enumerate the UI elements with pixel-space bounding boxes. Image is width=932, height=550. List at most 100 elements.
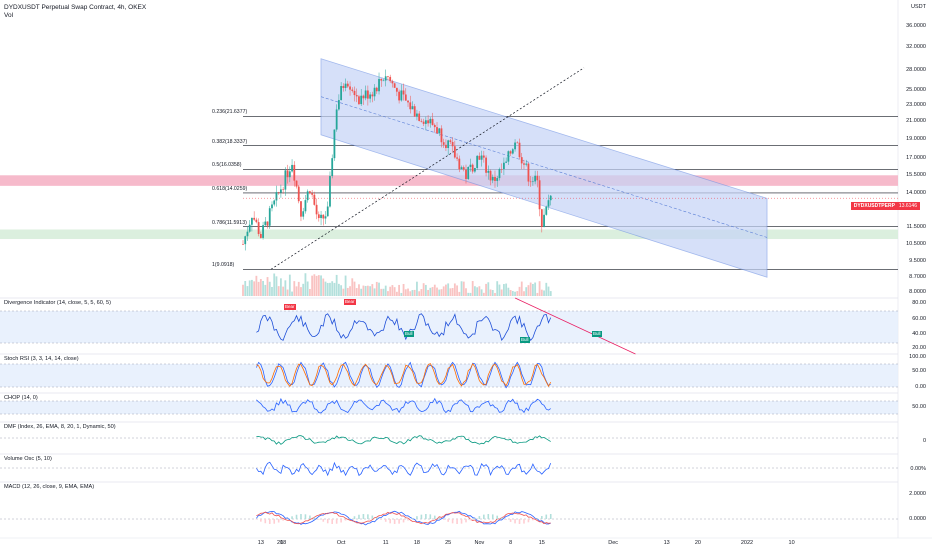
volume-bar xyxy=(418,291,421,296)
indicator-title-macd: MACD (12, 26, close, 9, EMA, EMA) xyxy=(4,484,95,490)
volume-bar xyxy=(547,286,550,296)
macd-histogram-bar xyxy=(509,519,512,522)
volume-bar xyxy=(476,287,479,296)
candle-body xyxy=(507,151,510,162)
candle-body xyxy=(349,86,351,90)
candle-body xyxy=(315,204,318,215)
candle-body xyxy=(297,186,300,202)
descending-channel xyxy=(320,58,768,278)
macd-histogram-bar xyxy=(362,514,365,519)
volume-bar xyxy=(313,274,316,296)
volume-bar xyxy=(485,283,487,296)
volume-bar xyxy=(532,283,534,296)
volume-bar xyxy=(543,290,545,296)
macd-histogram-bar xyxy=(523,519,525,524)
candle-body xyxy=(503,162,505,170)
candle-body xyxy=(331,158,334,177)
macd-histogram-bar xyxy=(273,519,276,524)
candle-body xyxy=(268,208,271,226)
stoch-d-line xyxy=(256,363,552,388)
price-tick: 10.5000 xyxy=(906,240,926,247)
volume-bar xyxy=(322,278,325,296)
volume-bar xyxy=(284,280,287,296)
candle-body xyxy=(373,87,376,97)
macd-histogram-bar xyxy=(353,516,356,519)
volume-bar xyxy=(534,282,537,296)
candle-body xyxy=(509,151,512,154)
candle-body xyxy=(500,169,503,170)
candle-body xyxy=(271,204,273,209)
volume-bar xyxy=(469,292,472,296)
candle-body xyxy=(329,176,331,207)
symbol-title[interactable]: DYDXUSDT Perpetual Swap Contract, 4h, OK… xyxy=(4,4,147,11)
volume-bar xyxy=(518,286,521,296)
macd-histogram-bar xyxy=(331,519,333,524)
volume-bar xyxy=(514,291,516,296)
candle-body xyxy=(340,86,343,101)
volume-bar xyxy=(503,284,505,296)
macd-histogram-bar xyxy=(541,516,543,519)
candle-body xyxy=(400,90,403,101)
x-tick: 20 xyxy=(276,540,284,546)
volume-bar xyxy=(482,292,485,296)
candle-body xyxy=(295,180,298,187)
candle-body xyxy=(411,106,414,110)
volume-bar xyxy=(360,288,363,296)
volume-bar xyxy=(431,287,434,296)
candle-body xyxy=(395,87,398,92)
candle-body xyxy=(442,142,445,145)
candle-body xyxy=(333,129,336,159)
volume-bar xyxy=(371,284,374,296)
candle-body xyxy=(505,161,508,163)
candle-body xyxy=(491,176,494,181)
macd-histogram-bar xyxy=(318,519,320,520)
volume-bar xyxy=(458,291,461,296)
macd-histogram-bar xyxy=(469,519,472,521)
x-tick: 15 xyxy=(538,540,545,546)
macd-histogram-bar xyxy=(340,519,342,523)
volume-bar xyxy=(369,286,372,296)
macd-histogram-bar xyxy=(367,514,369,519)
volume-bar xyxy=(507,287,510,296)
macd-histogram-bar xyxy=(483,514,485,519)
macd-histogram-bar xyxy=(268,519,271,524)
indicator-axis-divergence: 60.00 xyxy=(912,316,926,322)
macd-histogram-bar xyxy=(322,519,325,522)
macd-histogram-bar xyxy=(277,519,280,523)
candle-body xyxy=(387,76,389,77)
macd-histogram-bar xyxy=(460,519,463,524)
volume-bar xyxy=(380,288,383,296)
vosc-line xyxy=(256,461,552,477)
candle-body xyxy=(458,158,461,170)
x-tick: 2022 xyxy=(740,540,754,546)
x-tick: 13 xyxy=(663,540,670,546)
volume-legend[interactable]: Vol xyxy=(4,12,14,19)
volume-bar xyxy=(335,274,338,296)
macd-histogram-bar xyxy=(371,515,374,519)
macd-histogram-bar xyxy=(433,515,436,519)
stoch-k-line xyxy=(256,361,551,389)
volume-bar xyxy=(355,288,358,296)
macd-histogram-bar xyxy=(425,514,427,519)
volume-bar xyxy=(282,286,285,296)
candle-body xyxy=(273,200,276,205)
candle-body xyxy=(478,155,481,160)
indicator-title-stoch: Stoch RSI (3, 3, 14, 14, close) xyxy=(4,356,79,362)
candle-body xyxy=(547,200,550,207)
macd-histogram-bar xyxy=(545,514,548,519)
candle-body xyxy=(516,142,519,144)
volume-bar xyxy=(378,282,380,296)
x-tick: Nov xyxy=(474,540,485,546)
volume-bar xyxy=(293,281,296,296)
volume-bar xyxy=(391,285,394,296)
volume-bar xyxy=(242,284,244,296)
price-tick: 36.0000 xyxy=(906,23,926,30)
volume-bar xyxy=(413,289,416,296)
volume-bar xyxy=(480,289,483,296)
volume-bar xyxy=(449,288,452,296)
candle-body xyxy=(536,175,539,181)
price-tick: 19.0000 xyxy=(906,135,926,142)
macd-histogram-bar xyxy=(411,518,414,519)
